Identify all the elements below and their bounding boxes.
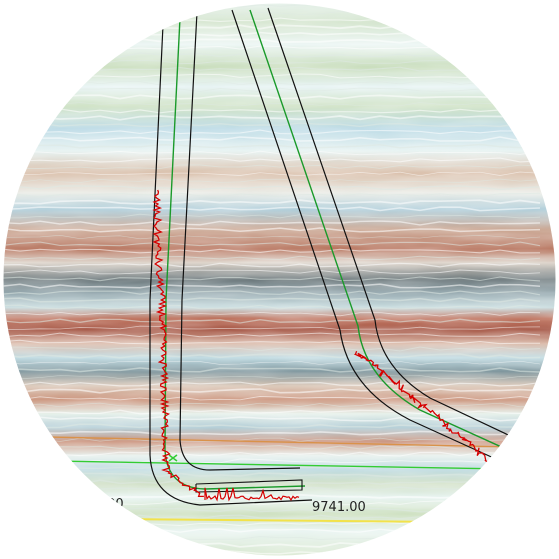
seismic-reflector-line <box>3 430 541 436</box>
seismic-reflector-line <box>3 375 541 380</box>
seismic-reflector-line <box>3 325 541 331</box>
seismic-reflector-line <box>3 339 540 345</box>
depth-label-right: 9741.00 <box>312 500 366 515</box>
seismic-reflector-line <box>3 178 541 183</box>
seismic-reflector-line <box>3 346 541 352</box>
seismic-reflector-line <box>3 395 541 401</box>
seismic-reflector-line <box>3 311 541 317</box>
seismic-reflector-line <box>3 227 541 233</box>
seismic-reflector-line <box>3 283 541 289</box>
seismic-reflector-line <box>3 150 541 156</box>
seismic-reflector-line <box>3 451 541 457</box>
seismic-reflector-line <box>3 318 541 324</box>
seismic-reflector-line <box>3 143 541 149</box>
seismic-reflector-line <box>3 136 541 142</box>
seismic-reflector-line <box>3 122 541 128</box>
left-well-log-box <box>195 479 303 493</box>
seismic-reflector-line <box>3 220 541 226</box>
seismic-reflector-line <box>3 262 541 268</box>
seismic-reflector-line <box>3 444 541 450</box>
seismic-reflector-line <box>3 164 541 170</box>
seismic-reflector-line <box>3 129 541 135</box>
right-well-envelope-inner <box>267 7 541 451</box>
seismic-reflector-line <box>3 381 541 387</box>
seismic-reflector-line <box>3 206 541 212</box>
seismic-reflector-line <box>3 192 541 198</box>
left-well-log-curve <box>152 189 204 498</box>
right-well-path <box>249 9 531 461</box>
seismic-reflector-line <box>3 199 541 205</box>
seismic-reflector-line <box>3 248 541 254</box>
seismic-reflector-line <box>3 437 541 443</box>
seismic-reflector-line <box>3 388 541 394</box>
seismic-reflector-line <box>3 409 541 415</box>
seismic-reflector-line <box>3 102 541 107</box>
seismic-reflector-line <box>3 213 541 219</box>
right-well-log-curve <box>353 350 493 465</box>
seismic-reflector-line <box>3 367 541 373</box>
seismic-reflector-line <box>3 290 541 296</box>
seismic-reflector-line <box>3 332 541 338</box>
seismic-reflector-line <box>3 241 541 247</box>
seismic-reflector-line <box>3 353 541 359</box>
seismic-reflector-line <box>3 255 541 261</box>
seismic-reflector-line <box>3 157 541 163</box>
horizon-green-line <box>3 459 556 471</box>
seismic-reflector-line <box>3 234 541 240</box>
seismic-reflector-line <box>3 416 541 422</box>
left-well-log-curve-lateral <box>204 487 300 502</box>
seismic-reflector-line <box>3 108 541 114</box>
seismic-reflector-line <box>3 304 541 310</box>
right-well-envelope-outer <box>231 9 521 471</box>
seismic-reflector-line <box>3 171 541 177</box>
seismic-reflector-line <box>3 360 541 365</box>
seismic-reflector-line <box>3 276 541 282</box>
seismic-reflector-line <box>3 185 541 191</box>
seismic-reflector-line <box>3 115 541 121</box>
seismic-reflector-line <box>3 297 541 303</box>
seismic-reflector-line <box>3 269 541 275</box>
well-marker-icon <box>168 454 178 462</box>
left-well-envelope-inner <box>179 11 301 471</box>
depth-label-left: .00 <box>103 497 124 512</box>
left-well-envelope-outer <box>149 24 313 506</box>
